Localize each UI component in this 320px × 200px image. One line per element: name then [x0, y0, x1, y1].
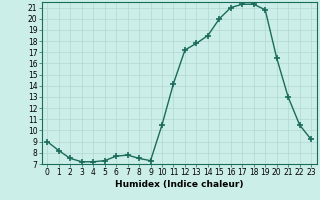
X-axis label: Humidex (Indice chaleur): Humidex (Indice chaleur): [115, 180, 244, 189]
